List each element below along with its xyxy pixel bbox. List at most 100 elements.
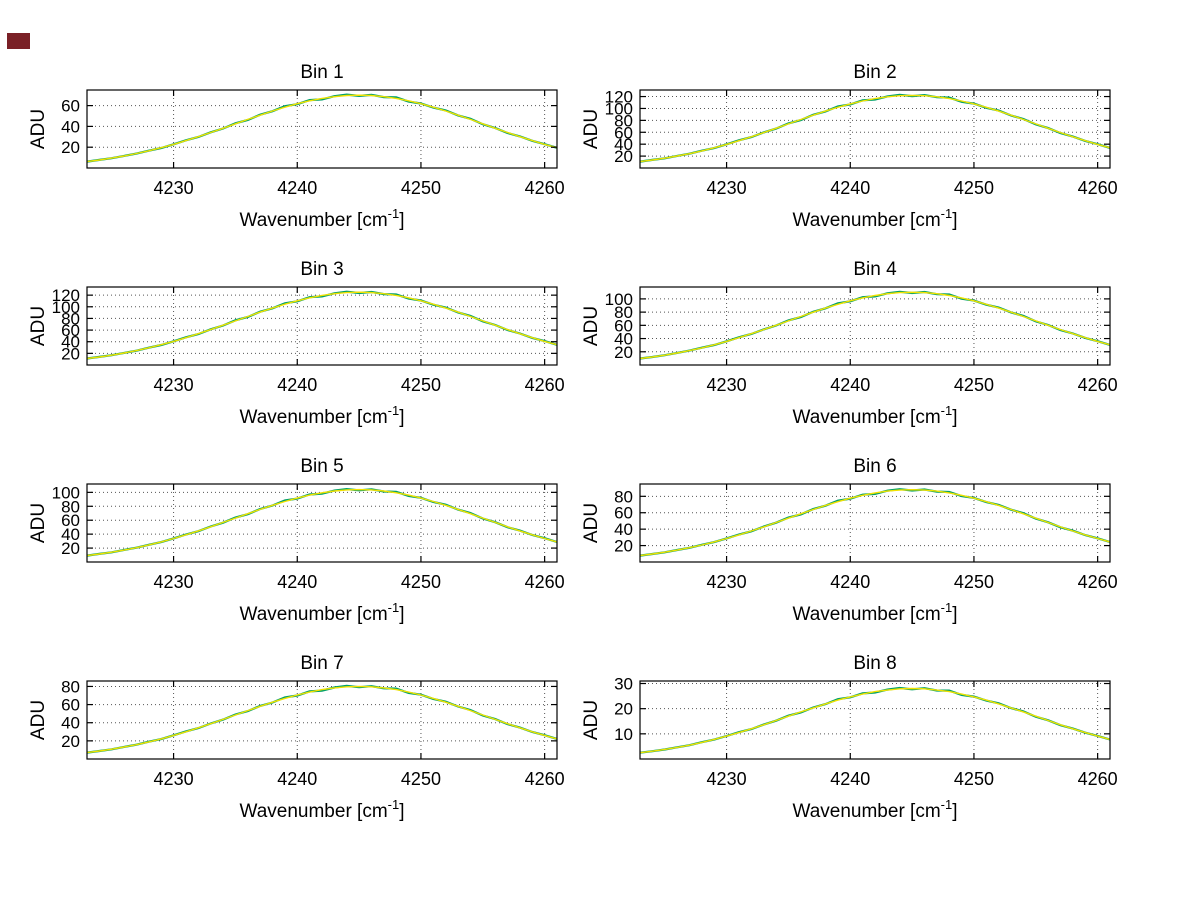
x-axis-label-sup: -1 [941,797,953,812]
y-tick-label: 20 [614,147,633,166]
y-tick-label: 20 [61,539,80,558]
x-axis-label-main: Wavenumber [cm [239,407,387,428]
x-tick-label: 4240 [277,178,317,198]
x-axis-label-close: ] [399,210,404,231]
axes-box [86,286,558,366]
x-axis-label-sup: -1 [388,403,400,418]
x-tick-label: 4260 [525,572,565,592]
x-axis-label-sup: -1 [388,206,400,221]
y-tick-label: 60 [61,696,80,715]
x-tick-label: 4240 [830,769,870,789]
series-line-measured [86,93,558,163]
y-axis-label: ADU [28,306,49,346]
x-axis-label-close: ] [952,210,957,231]
x-tick-label: 4240 [830,572,870,592]
series-line-smoothed [639,94,1111,163]
series-line-measured [86,290,558,360]
subplot-cell-8: Bin 8 10 20 30 4230 4240 4250 4260 ADU Wavenumber… [575,645,1120,837]
x-axis-label-main: Wavenumber [cm [792,604,940,625]
x-tick-label: 4260 [525,178,565,198]
x-tick-label: 4250 [954,375,994,395]
x-tick-label: 4250 [954,769,994,789]
y-tick-label: 20 [61,732,80,751]
x-axis-label-close: ] [952,407,957,428]
window-corner-artifact [7,33,30,49]
y-axis-label: ADU [28,109,49,149]
series-line-measured [639,686,1111,754]
x-axis-label-main: Wavenumber [cm [239,604,387,625]
y-tick-label: 10 [614,725,633,744]
y-tick-label: 80 [614,303,633,322]
series-line-smoothed [86,94,558,163]
axes-box [639,483,1111,563]
series-line-smoothed [86,488,558,557]
x-axis-label-main: Wavenumber [cm [239,210,387,231]
x-axis-label: Wavenumber [cm-1] [239,797,404,822]
subplot-title: Bin 8 [853,653,896,674]
y-tick-label: 40 [614,520,633,539]
y-axis-label: ADU [581,503,602,543]
x-tick-label: 4250 [401,178,441,198]
x-tick-label: 4230 [707,178,747,198]
subplot-cell-1: Bin 1 20 40 60 4230 4240 4250 4260 ADU Wavenumber… [22,54,567,246]
x-tick-label: 4230 [154,375,194,395]
axes-box [86,483,558,563]
x-axis-label: Wavenumber [cm-1] [239,206,404,231]
x-axis-label: Wavenumber [cm-1] [792,206,957,231]
axes-box [639,89,1111,169]
subplot-cell-5: Bin 5 20 40 60 80 100 4230 4240 4250 4260 ADU Waven… [22,448,567,640]
x-tick-label: 4250 [954,572,994,592]
y-tick-label: 80 [61,309,80,328]
subplot-title: Bin 4 [853,259,897,280]
x-tick-label: 4250 [954,178,994,198]
subplot-title: Bin 2 [853,62,896,83]
y-tick-label: 100 [52,298,80,317]
y-axis-label: ADU [581,700,602,740]
series-line-smoothed [639,488,1111,557]
x-tick-label: 4240 [277,572,317,592]
x-axis-label-main: Wavenumber [cm [239,801,387,822]
series-line-measured [639,93,1111,163]
y-tick-label: 80 [614,111,633,130]
x-tick-label: 4230 [707,572,747,592]
y-tick-label: 100 [52,483,80,502]
subplot-bin-8: Bin 8 10 20 30 4230 4240 4250 4260 ADU Wavenumber… [581,653,1118,822]
axes-box [639,286,1111,366]
series-line-smoothed [639,291,1111,360]
x-axis-label-sup: -1 [941,206,953,221]
x-axis-label-close: ] [399,407,404,428]
axes-box [639,680,1111,760]
subplot-cell-2: Bin 2 20 40 60 80 100 120 4230 4240 4250 4260 ADU Wa… [575,54,1120,246]
y-tick-label: 60 [614,504,633,523]
x-axis-label-main: Wavenumber [cm [792,801,940,822]
subplot-title: Bin 6 [853,456,896,477]
y-tick-label: 30 [614,675,633,694]
subplot-title: Bin 3 [300,259,343,280]
x-axis-label-close: ] [952,604,957,625]
subplot-grid: Bin 1 20 40 60 4230 4240 4250 4260 ADU Wavenumber… [22,54,1120,837]
y-tick-label: 120 [605,88,633,107]
subplot-title: Bin 7 [300,653,343,674]
y-tick-label: 60 [614,316,633,335]
x-tick-label: 4230 [707,375,747,395]
x-tick-label: 4230 [707,769,747,789]
y-tick-label: 60 [61,511,80,530]
y-tick-label: 60 [61,321,80,340]
subplot-title: Bin 5 [300,456,343,477]
y-tick-label: 100 [605,99,633,118]
x-tick-label: 4240 [830,375,870,395]
x-tick-label: 4260 [1078,375,1118,395]
y-tick-label: 40 [61,714,80,733]
x-tick-label: 4230 [154,572,194,592]
x-axis-label-sup: -1 [388,600,400,615]
x-tick-label: 4250 [401,375,441,395]
x-tick-label: 4260 [1078,572,1118,592]
y-axis-label: ADU [581,109,602,149]
y-axis-label: ADU [28,503,49,543]
x-tick-label: 4260 [1078,769,1118,789]
